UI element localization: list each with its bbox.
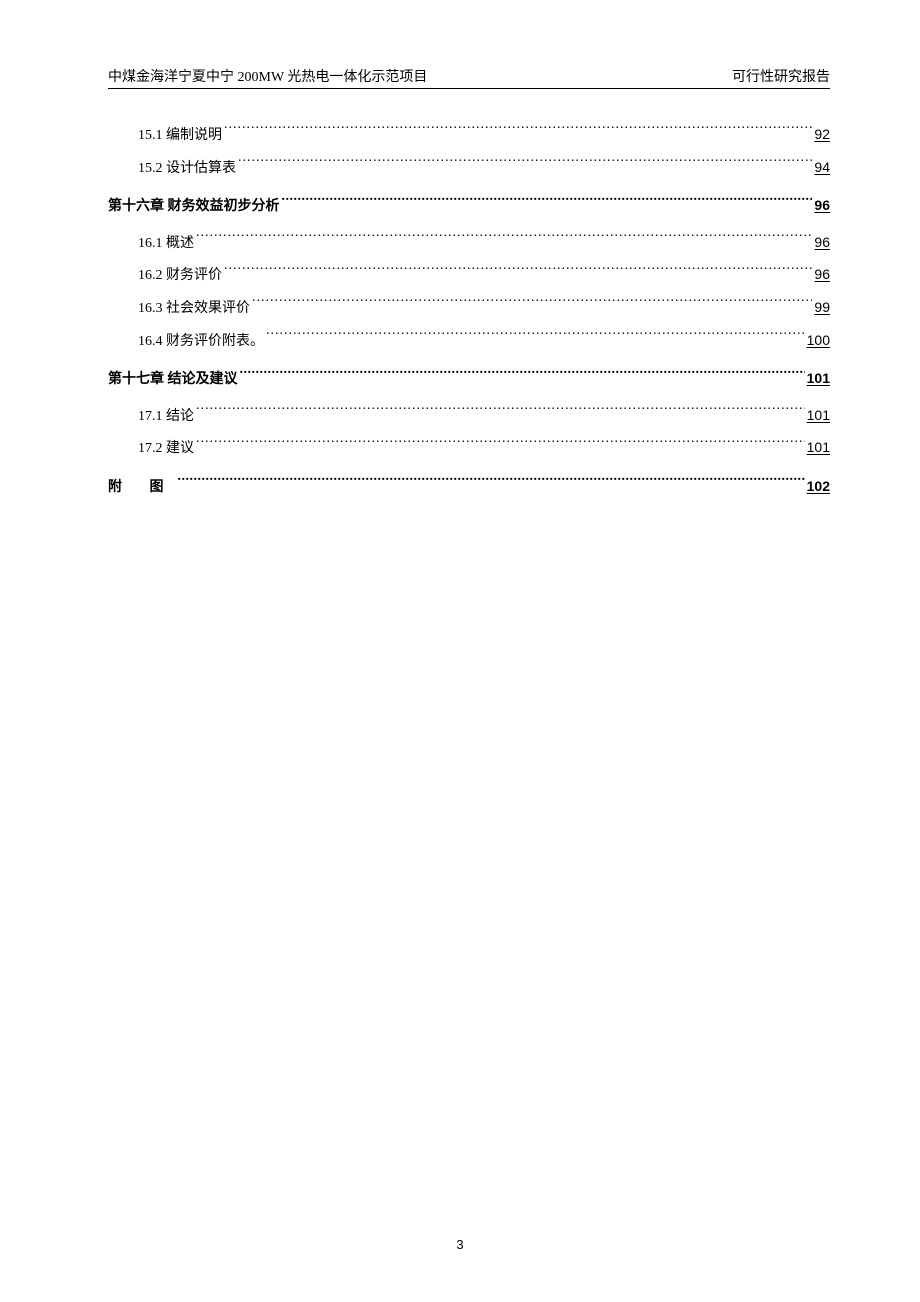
toc-label: 附 图	[108, 475, 176, 502]
toc-label: 15.1 编制说明	[138, 123, 222, 150]
toc-page-ref[interactable]: 102	[807, 473, 830, 500]
toc-dot-leader	[240, 369, 805, 383]
toc-dot-leader	[224, 265, 812, 279]
table-of-contents: 15.1 编制说明 92 15.2 设计估算表 94 第十六章 财务效益初步分析…	[108, 121, 830, 502]
toc-page-ref[interactable]: 96	[814, 261, 830, 288]
toc-dot-leader	[224, 125, 812, 139]
toc-dot-leader	[178, 477, 805, 491]
toc-dot-leader	[238, 158, 812, 172]
toc-label: 15.2 设计估算表	[138, 156, 236, 183]
toc-dot-leader	[282, 196, 813, 210]
toc-label: 16.1 概述	[138, 231, 194, 258]
toc-page-ref[interactable]: 96	[814, 229, 830, 256]
toc-page-ref[interactable]: 99	[814, 294, 830, 321]
toc-section-row: 17.2 建议 101	[138, 434, 830, 463]
document-page: 中煤金海洋宁夏中宁 200MW 光热电一体化示范项目 可行性研究报告 15.1 …	[0, 0, 920, 1302]
toc-dot-leader	[252, 298, 812, 312]
page-header: 中煤金海洋宁夏中宁 200MW 光热电一体化示范项目 可行性研究报告	[108, 66, 830, 89]
toc-page-ref[interactable]: 101	[807, 402, 830, 429]
toc-label: 17.2 建议	[138, 436, 194, 463]
toc-dot-leader	[196, 406, 805, 420]
toc-page-ref[interactable]: 101	[807, 434, 830, 461]
toc-label: 第十六章 财务效益初步分析	[108, 194, 280, 221]
toc-section-row: 15.2 设计估算表 94	[138, 154, 830, 183]
toc-chapter-row: 第十六章 财务效益初步分析 96	[108, 192, 830, 221]
header-right-title: 可行性研究报告	[732, 66, 830, 86]
toc-section-row: 15.1 编制说明 92	[138, 121, 830, 150]
toc-label: 16.3 社会效果评价	[138, 296, 250, 323]
header-left-title: 中煤金海洋宁夏中宁 200MW 光热电一体化示范项目	[108, 66, 427, 86]
page-number: 3	[0, 1237, 920, 1252]
toc-dot-leader	[196, 233, 812, 247]
toc-chapter-row: 第十七章 结论及建议 101	[108, 365, 830, 394]
toc-page-ref[interactable]: 94	[814, 154, 830, 181]
toc-dot-leader	[266, 331, 805, 345]
toc-page-ref[interactable]: 100	[807, 327, 830, 354]
toc-dot-leader	[196, 438, 805, 452]
toc-section-row: 16.3 社会效果评价 99	[138, 294, 830, 323]
toc-section-row: 16.4 财务评价附表。 100	[138, 327, 830, 356]
toc-page-ref[interactable]: 96	[814, 192, 830, 219]
toc-section-row: 16.2 财务评价 96	[138, 261, 830, 290]
toc-page-ref[interactable]: 101	[807, 365, 830, 392]
toc-label: 第十七章 结论及建议	[108, 367, 238, 394]
toc-page-ref[interactable]: 92	[814, 121, 830, 148]
toc-section-row: 17.1 结论 101	[138, 402, 830, 431]
toc-label: 16.4 财务评价附表。	[138, 329, 264, 356]
toc-appendix-row: 附 图 102	[108, 473, 830, 502]
toc-label: 17.1 结论	[138, 404, 194, 431]
toc-section-row: 16.1 概述 96	[138, 229, 830, 258]
toc-label: 16.2 财务评价	[138, 263, 222, 290]
